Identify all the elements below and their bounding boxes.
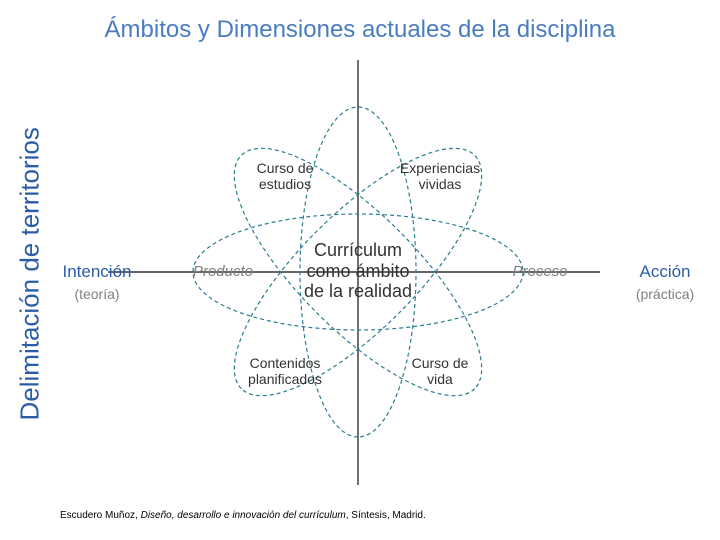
right-main-label: Acción [620, 262, 710, 282]
left-sub-label: (teoría) [52, 286, 142, 302]
petal-top-left: Curso de estudios [225, 160, 345, 192]
inner-right-label: Proceso [495, 263, 585, 280]
center-label: Currículum como ámbito de la realidad [278, 240, 438, 302]
inner-left-label: Producto [178, 263, 268, 280]
citation-suffix: , Síntesis, Madrid. [346, 510, 426, 521]
citation-italic: Diseño, desarrollo e innovación del curr… [141, 510, 346, 521]
petal-bottom-left: Contenidos planificados [225, 355, 345, 387]
petal-top-right: Experiencias vividas [380, 160, 500, 192]
right-sub-label: (práctica) [620, 286, 710, 302]
citation: Escudero Muñoz, Diseño, desarrollo e inn… [60, 510, 426, 521]
citation-prefix: Escudero Muñoz, [60, 510, 141, 521]
petal-bottom-right: Curso de vida [380, 355, 500, 387]
left-main-label: Intención [52, 262, 142, 282]
